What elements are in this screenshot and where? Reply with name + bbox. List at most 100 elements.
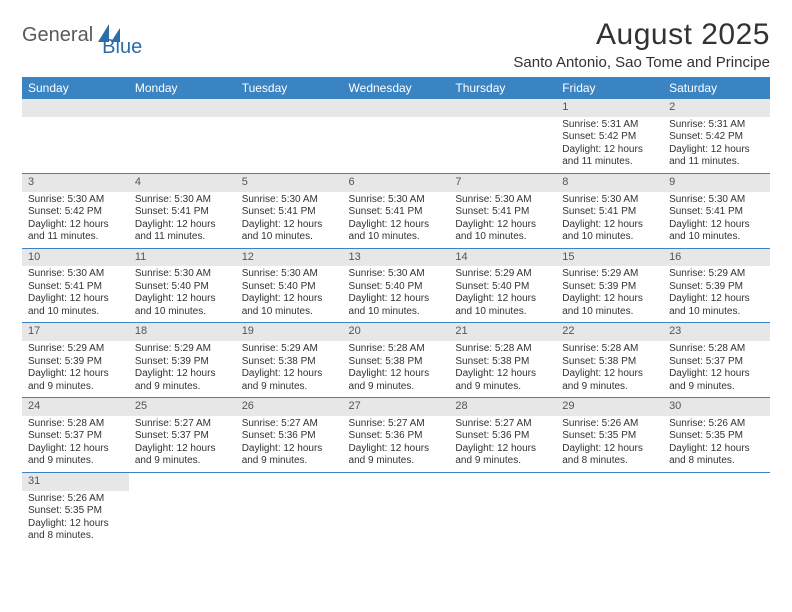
daylight-text: Daylight: 12 hours and 9 minutes. [455, 368, 550, 393]
sunset-text: Sunset: 5:35 PM [669, 430, 764, 443]
weekday-header: Wednesday [343, 77, 450, 99]
sunrise-text: Sunrise: 5:27 AM [242, 418, 337, 431]
sunset-text: Sunset: 5:40 PM [455, 281, 550, 294]
sunrise-text: Sunrise: 5:27 AM [135, 418, 230, 431]
daylight-text: Daylight: 12 hours and 9 minutes. [349, 368, 444, 393]
detail-row: Sunrise: 5:31 AMSunset: 5:42 PM Daylight:… [22, 117, 770, 174]
weekday-header: Saturday [663, 77, 770, 99]
daylight-text: Daylight: 12 hours and 11 minutes. [562, 144, 657, 169]
day-number-cell: 12 [236, 248, 343, 266]
day-number-cell [236, 472, 343, 490]
location: Santo Antonio, Sao Tome and Principe [513, 54, 770, 71]
sunrise-text: Sunrise: 5:28 AM [455, 343, 550, 356]
day-detail-cell: Sunrise: 5:26 AMSunset: 5:35 PMDaylight:… [556, 416, 663, 473]
sunrise-text: Sunrise: 5:30 AM [455, 194, 550, 207]
day-number-cell [129, 99, 236, 117]
daynum-row: 3456789 [22, 173, 770, 191]
weekday-header: Tuesday [236, 77, 343, 99]
sunrise-text: Sunrise: 5:26 AM [28, 493, 123, 506]
sunrise-text: Sunrise: 5:31 AM [669, 119, 764, 132]
sunset-text: Sunset: 5:36 PM [349, 430, 444, 443]
day-number-cell [556, 472, 663, 490]
day-detail-cell [663, 491, 770, 547]
sunrise-text: Sunrise: 5:28 AM [669, 343, 764, 356]
day-number-cell: 24 [22, 398, 129, 416]
day-detail-cell [236, 491, 343, 547]
sunset-text: Sunset: 5:35 PM [28, 505, 123, 518]
day-number-cell: 3 [22, 173, 129, 191]
daynum-row: 12 [22, 99, 770, 117]
daylight-text: Daylight: 12 hours and 8 minutes. [28, 518, 123, 543]
day-number-cell: 15 [556, 248, 663, 266]
sunset-text: Sunset: 5:37 PM [28, 430, 123, 443]
daylight-text: Daylight: 12 hours and 9 minutes. [135, 443, 230, 468]
sunrise-text: Sunrise: 5:30 AM [349, 194, 444, 207]
day-detail-cell: Sunrise: 5:28 AMSunset: 5:38 PMDaylight:… [556, 341, 663, 398]
day-detail-cell: Sunrise: 5:30 AMSunset: 5:41 PMDaylight:… [556, 192, 663, 249]
sunset-text: Sunset: 5:39 PM [28, 356, 123, 369]
day-number-cell [663, 472, 770, 490]
day-detail-cell [343, 117, 450, 174]
sunset-text: Sunset: 5:41 PM [455, 206, 550, 219]
sunrise-text: Sunrise: 5:30 AM [28, 194, 123, 207]
sunrise-text: Sunrise: 5:30 AM [669, 194, 764, 207]
daylight-text: Daylight: 12 hours and 9 minutes. [349, 443, 444, 468]
day-number-cell: 2 [663, 99, 770, 117]
daylight-text: Daylight: 12 hours and 10 minutes. [455, 219, 550, 244]
detail-row: Sunrise: 5:26 AMSunset: 5:35 PMDaylight:… [22, 491, 770, 547]
sunset-text: Sunset: 5:41 PM [669, 206, 764, 219]
day-number-cell: 27 [343, 398, 450, 416]
sunset-text: Sunset: 5:39 PM [135, 356, 230, 369]
day-number-cell: 9 [663, 173, 770, 191]
day-detail-cell [22, 117, 129, 174]
sunset-text: Sunset: 5:41 PM [562, 206, 657, 219]
sunrise-text: Sunrise: 5:27 AM [349, 418, 444, 431]
day-detail-cell: Sunrise: 5:27 AMSunset: 5:37 PMDaylight:… [129, 416, 236, 473]
daylight-text: Daylight: 12 hours and 10 minutes. [455, 293, 550, 318]
sunrise-text: Sunrise: 5:29 AM [135, 343, 230, 356]
day-number-cell: 20 [343, 323, 450, 341]
day-number-cell: 7 [449, 173, 556, 191]
daylight-text: Daylight: 12 hours and 10 minutes. [669, 219, 764, 244]
sunset-text: Sunset: 5:37 PM [135, 430, 230, 443]
sunrise-text: Sunrise: 5:27 AM [455, 418, 550, 431]
daynum-row: 10111213141516 [22, 248, 770, 266]
day-number-cell: 19 [236, 323, 343, 341]
day-detail-cell: Sunrise: 5:30 AMSunset: 5:41 PMDaylight:… [449, 192, 556, 249]
daynum-row: 31 [22, 472, 770, 490]
day-detail-cell: Sunrise: 5:30 AMSunset: 5:40 PMDaylight:… [129, 266, 236, 323]
sunrise-text: Sunrise: 5:28 AM [28, 418, 123, 431]
daynum-row: 24252627282930 [22, 398, 770, 416]
sunset-text: Sunset: 5:42 PM [669, 131, 764, 144]
day-detail-cell: Sunrise: 5:28 AMSunset: 5:38 PMDaylight:… [449, 341, 556, 398]
day-number-cell: 1 [556, 99, 663, 117]
day-number-cell [236, 99, 343, 117]
day-detail-cell [449, 117, 556, 174]
sunset-text: Sunset: 5:37 PM [669, 356, 764, 369]
day-number-cell: 29 [556, 398, 663, 416]
sunset-text: Sunset: 5:41 PM [242, 206, 337, 219]
sunset-text: Sunset: 5:38 PM [242, 356, 337, 369]
sunset-text: Sunset: 5:41 PM [135, 206, 230, 219]
day-detail-cell: Sunrise: 5:29 AMSunset: 5:39 PMDaylight:… [663, 266, 770, 323]
detail-row: Sunrise: 5:29 AMSunset: 5:39 PMDaylight:… [22, 341, 770, 398]
daylight-text: Daylight: 12 hours and 11 minutes. [28, 219, 123, 244]
daylight-text: Daylight: 12 hours and 10 minutes. [28, 293, 123, 318]
day-number-cell [449, 99, 556, 117]
logo-text-general: General [22, 24, 93, 47]
day-detail-cell: Sunrise: 5:30 AMSunset: 5:41 PMDaylight:… [343, 192, 450, 249]
day-detail-cell: Sunrise: 5:28 AMSunset: 5:37 PMDaylight:… [663, 341, 770, 398]
day-detail-cell: Sunrise: 5:26 AMSunset: 5:35 PMDaylight:… [663, 416, 770, 473]
day-number-cell: 26 [236, 398, 343, 416]
sunset-text: Sunset: 5:36 PM [242, 430, 337, 443]
daylight-text: Daylight: 12 hours and 10 minutes. [135, 293, 230, 318]
sunset-text: Sunset: 5:42 PM [28, 206, 123, 219]
daylight-text: Daylight: 12 hours and 10 minutes. [349, 219, 444, 244]
daylight-text: Daylight: 12 hours and 10 minutes. [242, 293, 337, 318]
sunset-text: Sunset: 5:41 PM [349, 206, 444, 219]
day-number-cell [343, 472, 450, 490]
day-detail-cell: Sunrise: 5:29 AMSunset: 5:39 PMDaylight:… [556, 266, 663, 323]
day-number-cell: 25 [129, 398, 236, 416]
day-detail-cell: Sunrise: 5:30 AMSunset: 5:41 PMDaylight:… [129, 192, 236, 249]
detail-row: Sunrise: 5:30 AMSunset: 5:42 PMDaylight:… [22, 192, 770, 249]
